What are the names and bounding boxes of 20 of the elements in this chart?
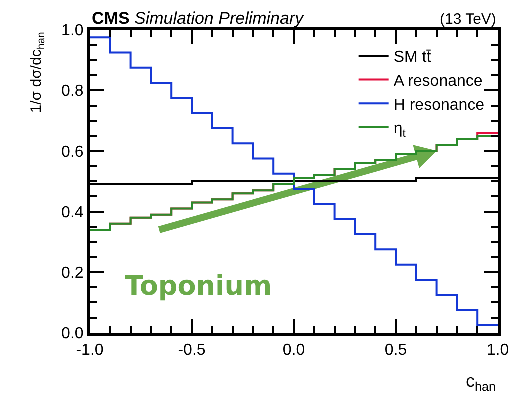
y-tick-label: 0.8 <box>62 83 84 100</box>
chart-subtitle: Simulation Preliminary <box>134 9 306 28</box>
x-tick-label: 0.0 <box>282 342 306 360</box>
legend-label: η$_{t}$ <box>394 120 407 140</box>
legend-label: A resonance <box>394 73 483 90</box>
annotation: Toponium <box>125 271 272 302</box>
x-tick-label: -0.5 <box>178 342 206 360</box>
x-tick-label: -1.0 <box>76 342 104 360</box>
x-tick-label: 0.5 <box>384 342 408 360</box>
chart-title: CMS <box>92 9 130 28</box>
legend-label: H resonance <box>394 96 485 114</box>
x-axis-title: c$_{han}$ <box>466 371 496 394</box>
y-tick-label: 0.2 <box>62 265 84 282</box>
y-tick-label: 1.0 <box>62 22 84 40</box>
text: (13 TeV) <box>440 11 496 28</box>
x-tick-label: 1.0 <box>486 342 510 360</box>
legend-label: SM tt̄ <box>394 49 432 66</box>
y-tick-label: 0.4 <box>62 204 84 222</box>
y-tick-label: 0.0 <box>62 326 84 343</box>
y-tick-label: 0.6 <box>62 144 84 161</box>
